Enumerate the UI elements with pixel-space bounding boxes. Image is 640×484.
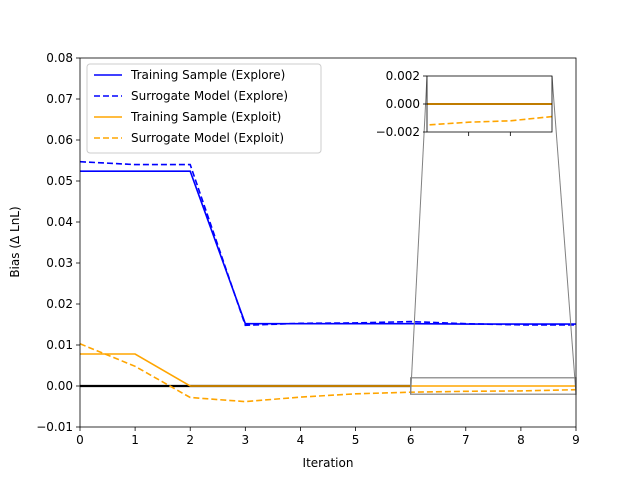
y-axis-label: Bias (Δ LnL) <box>8 206 22 277</box>
y-tick-label: 0.04 <box>46 215 73 229</box>
x-tick-label: 4 <box>297 433 305 447</box>
legend-label-1: Training Sample (Explore) <box>130 68 285 82</box>
y-tick-label: 0.08 <box>46 51 73 65</box>
y-tick-label: 0.02 <box>46 297 73 311</box>
y-tick-label: 0.05 <box>46 174 73 188</box>
zoom-connector-left <box>410 75 428 395</box>
x-tick-label: 9 <box>572 433 580 447</box>
x-tick-label: 2 <box>186 433 194 447</box>
legend-box <box>86 63 322 154</box>
series-line-3 <box>80 353 576 387</box>
y-tick-label: 0.00 <box>46 379 73 393</box>
x-tick-label: 5 <box>352 433 360 447</box>
y-tick-label: −0.01 <box>36 420 73 434</box>
x-tick-label: 6 <box>407 433 415 447</box>
x-tick-label: 0 <box>76 433 84 447</box>
x-tick-label: 7 <box>462 433 470 447</box>
y-tick-label: 0.03 <box>46 256 73 270</box>
y-tick-label: 0.06 <box>46 133 73 147</box>
legend-label-2: Surrogate Model (Explore) <box>131 89 288 103</box>
series-line-4 <box>80 343 576 403</box>
x-axis-label: Iteration <box>303 456 354 470</box>
legend-label-4: Surrogate Model (Exploit) <box>131 131 284 145</box>
zoom-connector-right <box>551 75 577 395</box>
x-tick-label: 1 <box>131 433 139 447</box>
series-line-2 <box>80 160 576 327</box>
x-tick-label: 3 <box>242 433 250 447</box>
inset-plot: 0.002 0.000 −0.002 <box>376 69 553 139</box>
inset-y-tick-label: 0.002 <box>386 69 420 83</box>
plot-frame <box>79 57 577 428</box>
inset-y-tick-label: 0.000 <box>386 97 420 111</box>
y-tick-label: 0.07 <box>46 92 73 106</box>
x-tick-label: 8 <box>517 433 525 447</box>
y-tick-label: 0.01 <box>46 338 73 352</box>
inset-y-tick-label: −0.002 <box>376 125 420 139</box>
legend: Training Sample (Explore) Surrogate Model… <box>86 63 322 154</box>
inset-series-line-3 <box>427 103 552 105</box>
legend-label-3: Training Sample (Exploit) <box>130 110 281 124</box>
